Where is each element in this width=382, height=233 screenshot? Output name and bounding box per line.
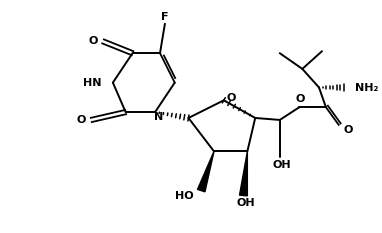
Text: O: O (227, 93, 236, 103)
Text: N: N (154, 112, 163, 122)
Text: O: O (77, 115, 86, 125)
Text: HO: HO (175, 191, 193, 201)
Text: HN: HN (83, 78, 101, 88)
Polygon shape (240, 151, 248, 196)
Text: F: F (161, 12, 169, 22)
Text: O: O (296, 94, 305, 104)
Text: O: O (89, 36, 98, 46)
Text: O: O (344, 125, 353, 135)
Polygon shape (197, 151, 214, 192)
Text: OH: OH (272, 160, 291, 170)
Text: OH: OH (236, 198, 255, 208)
Text: NH₂: NH₂ (355, 82, 379, 93)
